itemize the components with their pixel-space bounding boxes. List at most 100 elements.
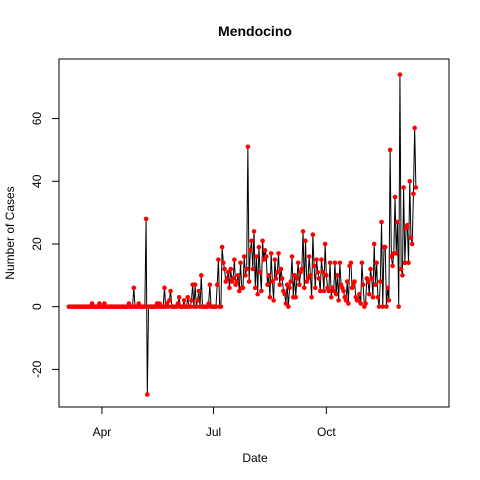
data-point [198,273,204,278]
data-point [276,251,281,256]
data-point [288,279,294,284]
data-point [393,251,399,256]
data-point [259,288,264,294]
data-point [363,301,368,306]
data-point [245,144,251,150]
data-point [294,276,300,281]
data-point [324,273,329,278]
data-point [216,257,221,262]
data-point [341,288,346,294]
y-axis: -20 0 20 40 60 [30,112,60,378]
data-point [240,285,246,291]
data-point [262,247,268,253]
data-point [222,266,227,272]
data-point [299,266,305,272]
data-point [271,298,276,303]
data-point [206,301,211,306]
data-point [235,273,241,278]
data-point [284,282,290,288]
x-axis: Apr Jul Oct [93,406,336,439]
data-point [371,241,377,247]
data-point [167,298,172,303]
x-axis-label: Date [242,451,268,465]
data-point [283,301,289,306]
data-point [412,125,417,131]
data-point [300,229,306,234]
data-point [273,276,279,281]
data-point [175,301,181,306]
data-point [261,257,267,262]
data-point [315,269,321,275]
data-point [267,294,273,300]
data-point [413,185,419,190]
data-point [286,304,291,309]
data-point [263,254,269,259]
data-point [176,294,182,300]
data-point [352,279,357,284]
data-point [386,298,392,303]
data-point [265,282,270,288]
data-point [192,282,198,288]
data-point [374,260,379,266]
data-point [332,260,338,266]
data-point [207,282,213,288]
data-point [366,291,372,297]
data-point [181,298,187,303]
data-point [187,304,193,309]
data-point [292,273,297,278]
data-point [326,288,332,294]
data-point [196,288,202,294]
data-point [309,294,314,300]
data-point [387,147,393,153]
data-point [143,216,149,222]
data-point [382,244,388,250]
data-point [327,260,333,266]
data-point [168,288,173,294]
data-point [376,304,382,309]
data-point [311,263,317,269]
data-point [408,235,414,240]
data-point [390,263,395,269]
data-point [303,238,308,244]
data-point [260,238,265,244]
x-tick-label: Apr [93,425,112,439]
data-point [316,276,322,281]
data-point [142,304,148,309]
data-point [227,285,232,291]
data-point [400,273,405,278]
data-point [131,285,137,291]
y-tick-label: 20 [30,237,44,251]
data-point [252,285,258,291]
series-line [68,74,417,395]
data-point [279,276,285,281]
data-point [145,392,150,397]
data-point [301,285,307,291]
data-point [317,288,323,294]
data-point [343,298,349,303]
data-point [241,254,247,259]
data-point [249,238,254,244]
data-point [348,260,354,266]
data-point [384,304,389,309]
data-point [396,304,402,309]
x-tick-label: Oct [317,425,336,439]
data-point [257,269,263,275]
data-point [360,282,366,288]
data-point [228,266,233,272]
data-point [278,266,284,272]
data-point [277,282,283,288]
data-point [314,257,319,262]
data-point [398,266,404,272]
data-point [336,298,341,303]
data-point [322,241,328,247]
data-point [344,279,350,284]
data-point [255,291,260,297]
data-point [243,273,248,278]
data-point [395,219,400,225]
data-point [165,304,171,309]
data-point [358,301,364,306]
data-point [194,304,199,309]
data-point [254,254,259,259]
data-point [219,244,225,250]
data-point [218,304,224,309]
